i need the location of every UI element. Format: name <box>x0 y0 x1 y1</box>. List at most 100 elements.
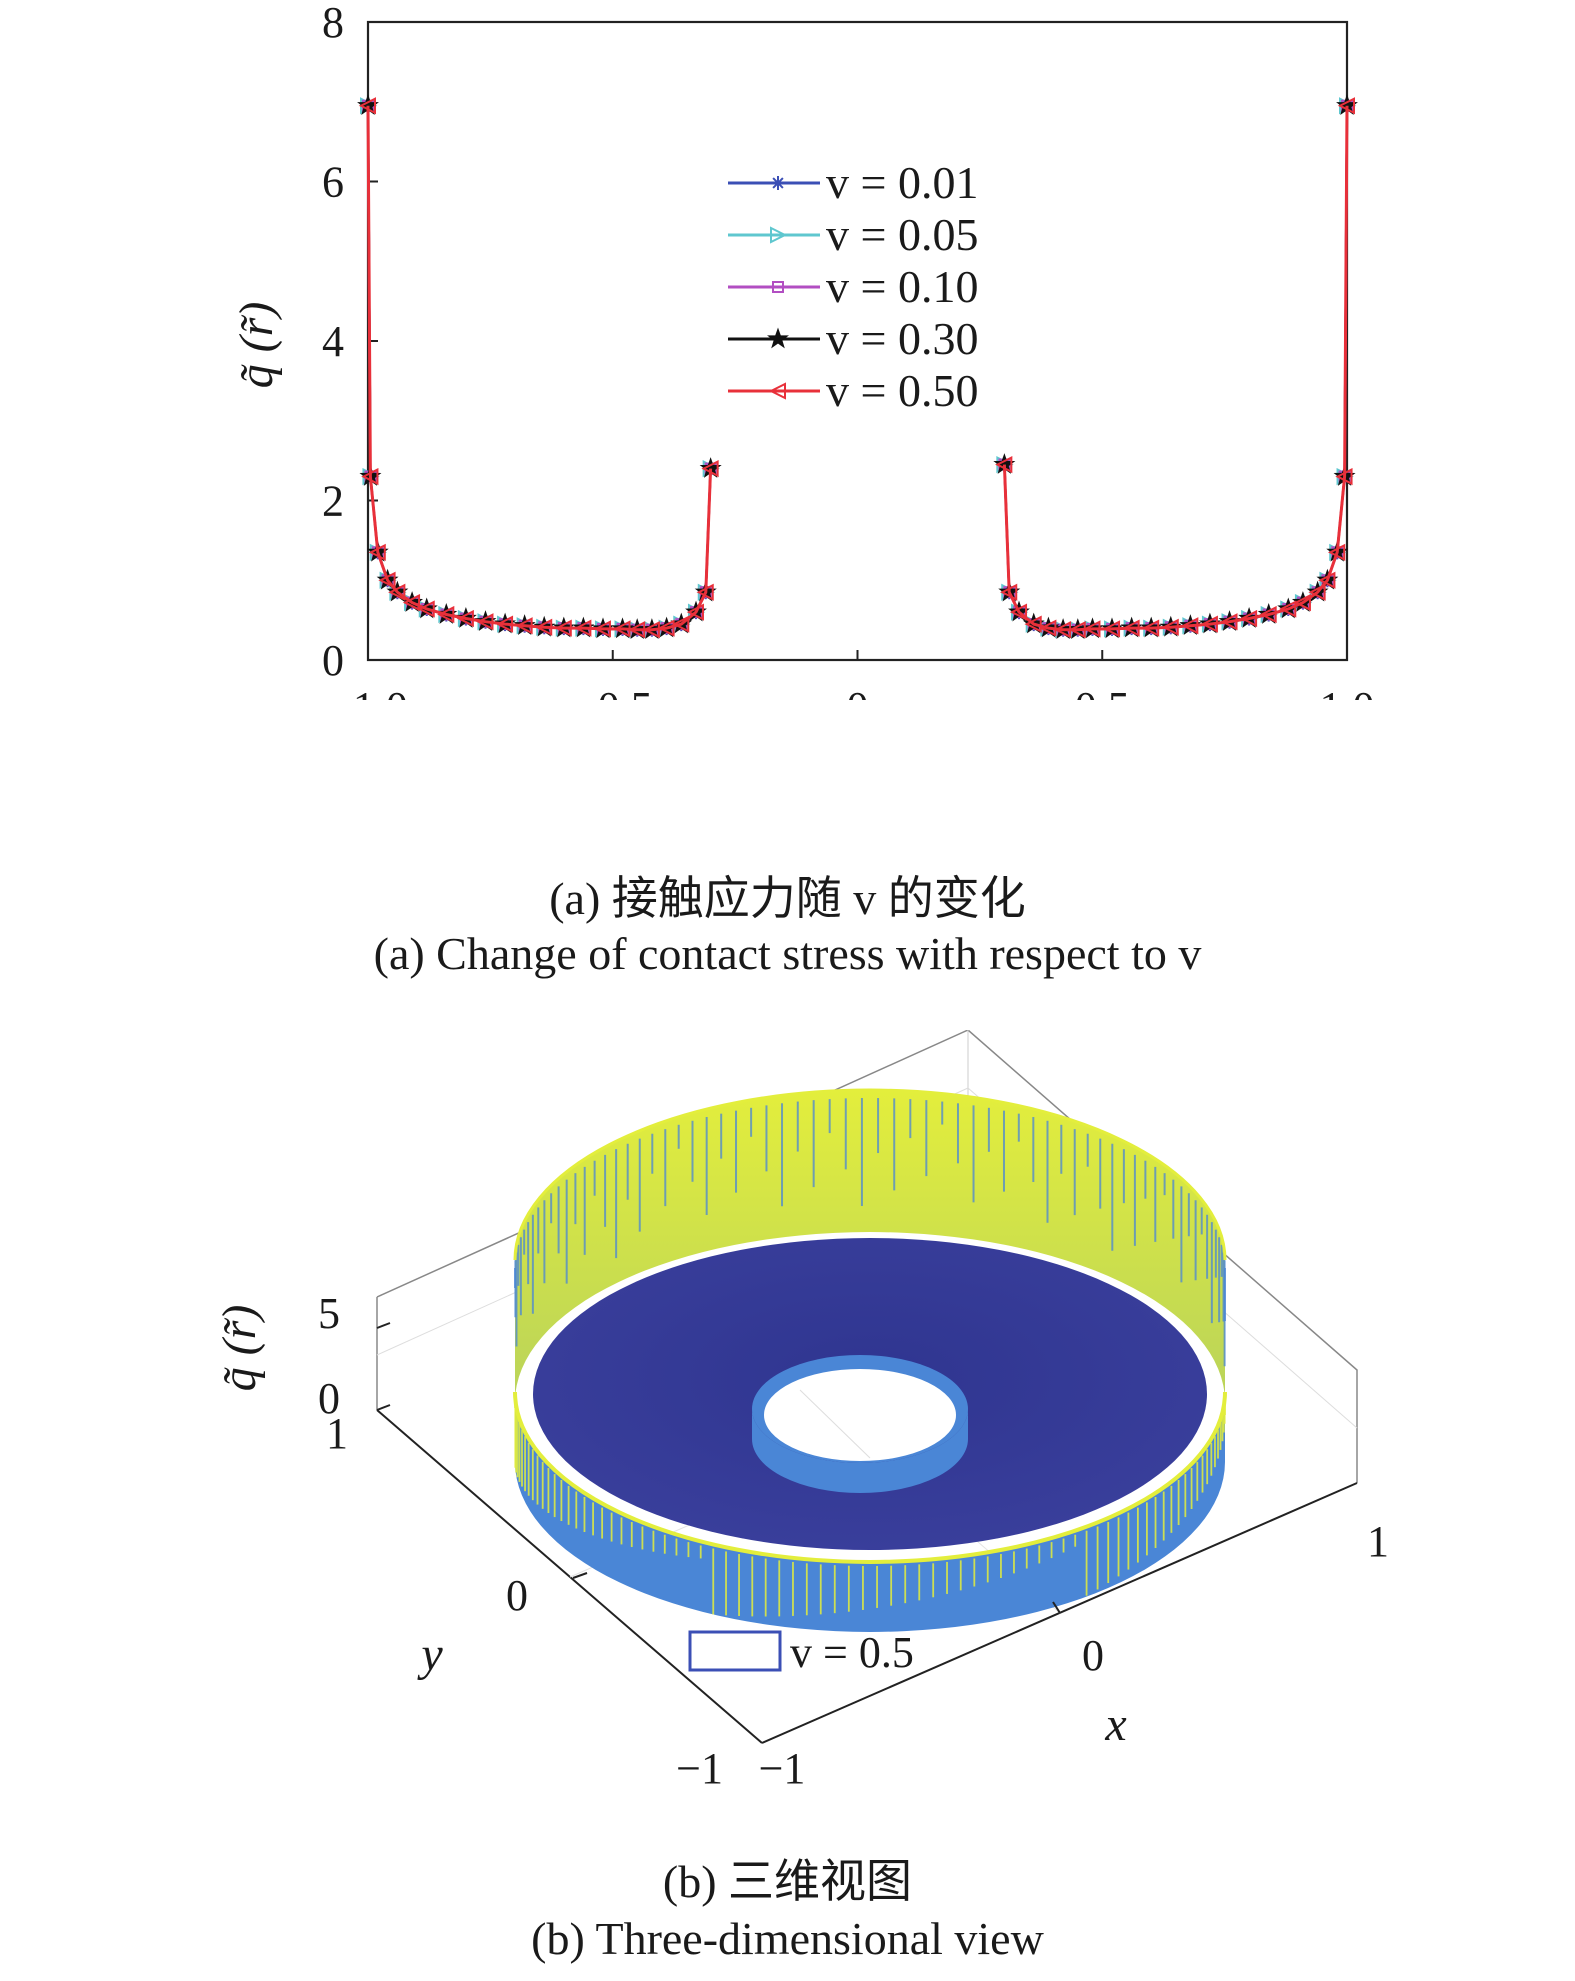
x-tick-label: 1 <box>1367 1517 1389 1566</box>
data-point <box>1122 619 1140 637</box>
y-tick <box>572 1572 588 1579</box>
y-tick-label: 0 <box>506 1571 528 1620</box>
y-tick-label: 2 <box>322 477 344 526</box>
y-tick-label: −1 <box>676 1744 723 1793</box>
data-point <box>768 382 786 400</box>
outer-wall-front <box>515 1392 1225 1632</box>
inner-hole <box>764 1369 956 1461</box>
data-point <box>388 583 406 601</box>
legend-swatch <box>688 1630 782 1672</box>
x-tick-label: −1 <box>759 1744 806 1793</box>
grid-line <box>799 1389 871 1459</box>
series-line <box>366 105 712 631</box>
data-point <box>417 600 435 618</box>
series-line <box>366 105 712 631</box>
z-tick-label: 5 <box>318 1289 340 1338</box>
data-point <box>1327 543 1346 561</box>
data-point <box>696 583 714 601</box>
data-point <box>1083 620 1101 638</box>
x-tick-label: −0.5 <box>573 683 653 700</box>
data-point <box>701 459 719 478</box>
series-line <box>1003 105 1349 631</box>
data-point <box>361 467 379 486</box>
legend-label: v = 0.10 <box>826 261 978 312</box>
data-point <box>534 618 553 636</box>
data-point <box>437 605 455 624</box>
x-axis-label: x <box>1104 1698 1126 1751</box>
series-line <box>366 105 712 631</box>
y-tick-label: 6 <box>322 158 344 207</box>
data-point <box>686 603 704 621</box>
data-point <box>554 619 572 637</box>
data-point <box>770 226 788 244</box>
data-point <box>1181 617 1199 635</box>
x-tick-label: 0.5 <box>1075 683 1130 700</box>
data-point <box>1259 605 1277 624</box>
data-point <box>1220 613 1238 631</box>
data-point <box>402 593 421 612</box>
y-axis-line <box>376 1409 763 1744</box>
legend-label: v = 0.01 <box>826 157 978 208</box>
data-point <box>1335 467 1353 486</box>
data-point <box>1337 97 1355 115</box>
data-point <box>378 571 396 589</box>
data-point <box>772 177 784 189</box>
data-point <box>1318 571 1336 589</box>
data-point <box>1161 618 1179 636</box>
series-4 <box>358 97 1355 639</box>
y-axis-label: q̃ (r̃) <box>230 302 283 389</box>
data-point <box>1239 609 1258 628</box>
y-tick-label: 4 <box>322 317 344 366</box>
data-point <box>574 619 592 637</box>
legend-label: v = 0.30 <box>826 313 978 364</box>
data-point <box>358 97 376 115</box>
data-point <box>515 617 533 635</box>
data-point <box>672 615 690 633</box>
data-point <box>1102 620 1121 638</box>
data-point <box>1308 583 1326 601</box>
z-tick <box>376 1322 391 1329</box>
series-line <box>366 105 713 632</box>
data-point <box>1024 615 1042 633</box>
data-point <box>593 620 611 638</box>
legend-label: v = 0.50 <box>826 365 978 416</box>
legend-label: v = 0.5 <box>790 1628 914 1677</box>
data-point <box>1200 615 1218 633</box>
y-tick-label: 1 <box>326 1409 348 1458</box>
data-point <box>613 620 631 638</box>
caption-a-en: (a) Change of contact stress with respec… <box>373 928 1202 979</box>
caption-b-zh: (b) 三维视图 <box>662 1856 913 1907</box>
caption-a-zh: (a) 接触应力随 v 的变化 <box>549 873 1026 924</box>
y-tick-label: 0 <box>322 636 344 685</box>
y-axis-label: y <box>416 1628 443 1681</box>
series-line <box>1003 105 1349 631</box>
data-point <box>657 619 675 637</box>
data-point <box>1293 593 1311 612</box>
y-tick-label: 8 <box>322 0 344 47</box>
data-point <box>1141 619 1160 637</box>
data-point <box>1068 621 1086 639</box>
data-point <box>995 455 1013 474</box>
z-tick <box>376 1404 391 1411</box>
chart-a-panel: −1.0−0.500.51.002468r̃q̃ (r̃)v = 0.01v =… <box>0 0 1575 813</box>
data-point <box>1039 619 1057 637</box>
series-line <box>366 105 712 631</box>
data-point <box>368 543 386 561</box>
z-tick-label: 0 <box>318 1374 340 1423</box>
data-point <box>456 609 474 628</box>
x-tick-label: −1.0 <box>328 683 408 700</box>
series-line <box>1003 105 1349 631</box>
caption-b-en: (b) Three-dimensional view <box>531 1913 1044 1964</box>
outer-rim <box>513 1391 1227 1564</box>
series-line <box>1002 105 1349 632</box>
outer-rim-back <box>513 1088 1227 1261</box>
legend-label: v = 0.05 <box>826 209 978 260</box>
series-line <box>1003 105 1349 631</box>
inner-wall <box>752 1409 968 1493</box>
z-axis-label: q̃ (r̃) <box>213 1305 266 1392</box>
data-point <box>1009 603 1028 621</box>
chart-b-panel: 5 0 q̃ (r̃) 1 0 −1 y −1 0 1 x v = 0.5 <box>0 1029 1575 1830</box>
data-point <box>772 281 784 293</box>
data-point <box>642 621 660 639</box>
